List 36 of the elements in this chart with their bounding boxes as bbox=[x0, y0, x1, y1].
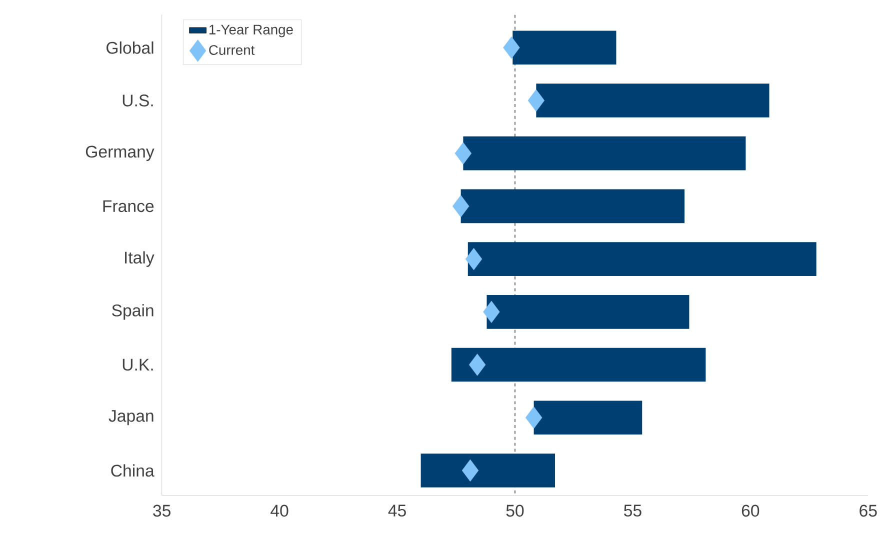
y-tick-label: Germany bbox=[86, 146, 154, 162]
point bbox=[452, 195, 470, 218]
y-tick-label: Spain bbox=[112, 304, 154, 320]
legend-label: 1-Year Range bbox=[209, 24, 293, 38]
point bbox=[468, 354, 486, 376]
x-tick-label: 45 bbox=[388, 504, 406, 517]
x-tick-label: 35 bbox=[153, 504, 170, 517]
bar bbox=[536, 84, 770, 118]
y-tick-label: U.K. bbox=[122, 358, 153, 371]
point bbox=[483, 300, 500, 324]
y-tick-label: Italy bbox=[125, 251, 154, 267]
point bbox=[528, 89, 545, 112]
point bbox=[465, 248, 482, 270]
x-tick-label: 40 bbox=[270, 504, 288, 517]
bar bbox=[420, 454, 556, 488]
y-tick-label: Japan bbox=[108, 410, 154, 426]
point bbox=[454, 142, 472, 165]
y-tick-label: China bbox=[111, 464, 154, 477]
x-tick-label: 50 bbox=[506, 504, 524, 517]
x-tick-label: 60 bbox=[742, 504, 760, 517]
x-tick-label: 55 bbox=[624, 504, 642, 517]
bar bbox=[451, 348, 706, 382]
bar bbox=[486, 295, 690, 329]
x-tick-label: 65 bbox=[860, 504, 877, 517]
bar bbox=[468, 242, 816, 276]
bar bbox=[463, 136, 746, 170]
y-tick-label: France bbox=[103, 200, 154, 212]
bar bbox=[534, 400, 642, 435]
y-tick-label: Global bbox=[106, 42, 154, 54]
bar bbox=[460, 189, 684, 224]
y-tick-label: U.S. bbox=[122, 94, 153, 107]
bar bbox=[512, 30, 616, 65]
point bbox=[503, 36, 520, 59]
point bbox=[462, 459, 479, 482]
point bbox=[525, 406, 542, 429]
legend-label: Current bbox=[209, 45, 255, 56]
